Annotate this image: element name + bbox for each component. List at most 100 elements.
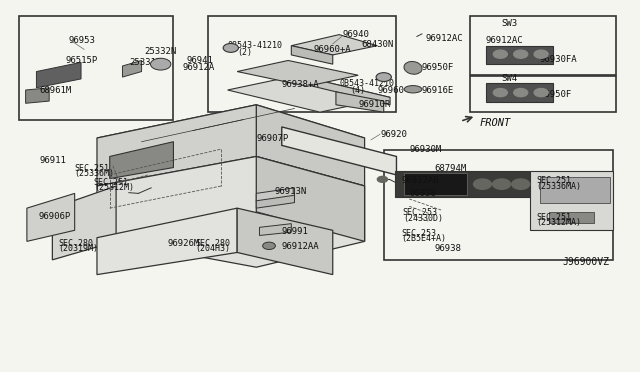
Circle shape — [493, 50, 508, 58]
Text: (25312MA): (25312MA) — [537, 218, 582, 227]
Circle shape — [376, 73, 392, 81]
Circle shape — [223, 44, 239, 52]
Text: FRONT: FRONT — [479, 118, 511, 128]
Text: (204H3): (204H3) — [196, 244, 231, 253]
Ellipse shape — [404, 61, 422, 74]
Text: SEC.251: SEC.251 — [537, 213, 572, 222]
Circle shape — [514, 89, 528, 97]
Text: (24330D): (24330D) — [403, 214, 443, 222]
Polygon shape — [486, 83, 552, 102]
Text: 0B543-41210: 0B543-41210 — [339, 79, 394, 88]
Text: 96953: 96953 — [68, 36, 95, 45]
Text: (2B5E4+A): (2B5E4+A) — [401, 234, 447, 243]
Polygon shape — [486, 46, 552, 64]
Polygon shape — [256, 105, 365, 186]
Polygon shape — [298, 75, 390, 105]
Text: 96515P: 96515P — [65, 56, 97, 65]
Circle shape — [512, 179, 530, 189]
Polygon shape — [395, 171, 531, 197]
Text: J96900VZ: J96900VZ — [562, 257, 609, 267]
Circle shape — [514, 50, 528, 58]
Text: 68794M: 68794M — [435, 164, 467, 173]
Text: 96950F: 96950F — [540, 90, 572, 99]
Text: 96940: 96940 — [342, 30, 369, 39]
Text: 96906P: 96906P — [38, 212, 70, 221]
Text: 68430N: 68430N — [362, 41, 394, 49]
Polygon shape — [26, 88, 49, 103]
Polygon shape — [36, 62, 81, 88]
Text: (4): (4) — [351, 86, 365, 94]
Text: 96916E: 96916E — [422, 86, 454, 94]
Polygon shape — [122, 61, 141, 77]
Text: 96938: 96938 — [409, 189, 436, 198]
Text: SEC.253: SEC.253 — [401, 229, 436, 238]
Text: 96912AB: 96912AB — [401, 176, 439, 185]
Text: 96960: 96960 — [378, 86, 404, 94]
Text: 96950F: 96950F — [422, 63, 454, 72]
Polygon shape — [282, 127, 396, 175]
Text: SEC.253: SEC.253 — [403, 208, 438, 217]
Polygon shape — [237, 61, 358, 86]
Text: 96912A: 96912A — [183, 63, 215, 72]
Polygon shape — [549, 212, 594, 223]
Circle shape — [534, 89, 548, 97]
Text: 68961M: 68961M — [40, 86, 72, 94]
Polygon shape — [404, 173, 467, 195]
Polygon shape — [336, 92, 384, 112]
Text: 96910R: 96910R — [358, 100, 390, 109]
Circle shape — [534, 50, 548, 58]
Polygon shape — [256, 157, 365, 241]
Polygon shape — [97, 105, 256, 186]
Text: 96912AC: 96912AC — [486, 36, 524, 45]
Polygon shape — [97, 105, 365, 164]
Circle shape — [493, 89, 508, 97]
Text: 96926M: 96926M — [167, 239, 199, 248]
Polygon shape — [531, 171, 613, 230]
Text: 96920: 96920 — [381, 130, 408, 139]
Text: 08543-41210: 08543-41210 — [228, 41, 283, 50]
Polygon shape — [291, 35, 378, 55]
Text: 96938+A: 96938+A — [282, 80, 319, 89]
Circle shape — [474, 179, 492, 189]
Text: 96991: 96991 — [282, 227, 308, 235]
Polygon shape — [109, 142, 173, 179]
Text: 96941: 96941 — [186, 56, 213, 65]
Text: SEC.280: SEC.280 — [59, 239, 93, 248]
Text: 25331T: 25331T — [129, 58, 161, 67]
Text: SEC.251: SEC.251 — [75, 164, 109, 173]
Text: 96938: 96938 — [435, 244, 461, 253]
Text: 96930FA: 96930FA — [540, 55, 577, 64]
Text: 96912AA: 96912AA — [282, 243, 319, 251]
Polygon shape — [256, 188, 294, 202]
Text: 25332N: 25332N — [145, 47, 177, 56]
Text: (25336MA): (25336MA) — [537, 182, 582, 190]
Polygon shape — [259, 224, 291, 235]
Text: SW3: SW3 — [502, 19, 518, 28]
Text: 96913N: 96913N — [274, 187, 307, 196]
Circle shape — [378, 176, 388, 182]
Polygon shape — [97, 157, 365, 267]
Circle shape — [262, 242, 275, 250]
Text: 96960+A: 96960+A — [314, 45, 351, 54]
Polygon shape — [97, 208, 237, 275]
Polygon shape — [291, 46, 333, 64]
Text: SEC.251: SEC.251 — [537, 176, 572, 185]
Polygon shape — [228, 75, 390, 112]
Text: SEC.280: SEC.280 — [196, 239, 231, 248]
Text: (25336M): (25336M) — [75, 169, 115, 178]
Polygon shape — [52, 186, 116, 260]
Text: (20319M): (20319M) — [59, 244, 99, 253]
Polygon shape — [256, 195, 294, 208]
Text: 96930M: 96930M — [409, 145, 442, 154]
Polygon shape — [540, 177, 610, 203]
Polygon shape — [237, 208, 333, 275]
Text: SEC.251: SEC.251 — [94, 178, 129, 187]
Text: (25312M): (25312M) — [94, 183, 134, 192]
Circle shape — [150, 58, 171, 70]
Circle shape — [493, 179, 511, 189]
Text: 96911: 96911 — [40, 155, 67, 165]
Text: SW4: SW4 — [502, 74, 518, 83]
Text: 96907P: 96907P — [256, 134, 289, 143]
Text: 96912AC: 96912AC — [425, 34, 463, 43]
Polygon shape — [27, 193, 75, 241]
